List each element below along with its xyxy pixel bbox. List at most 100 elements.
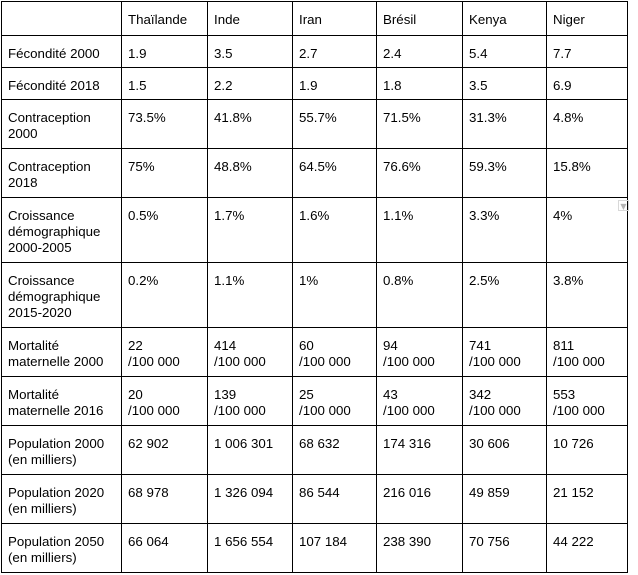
table-cell: 68 632 <box>292 425 377 475</box>
cell-value: 60 /100 000 <box>299 338 351 369</box>
table-cell: 2.7 <box>292 35 377 68</box>
table-cell: 71.5% <box>376 99 463 149</box>
table-cell: 10 726 <box>546 425 628 475</box>
table-cell: 41.8% <box>207 99 293 149</box>
cell-value: 68 632 <box>299 436 340 451</box>
table-row: Contraception 2000 73.5% 41.8% 55.7% 71.5% 31… <box>1 99 628 149</box>
cell-value: 25 /100 000 <box>299 387 351 418</box>
cell-value: 1.1% <box>214 273 245 288</box>
table-cell: 4% <box>546 197 628 263</box>
cell-value: 62 902 <box>128 436 169 451</box>
table-cell: 1.5 <box>121 67 208 100</box>
table-cell: 55.7% <box>292 99 377 149</box>
cell-value: 55.7% <box>299 110 337 125</box>
cell-value: 238 390 <box>383 534 432 549</box>
table-cell: 62 902 <box>121 425 208 475</box>
cell-value: 6.9 <box>553 78 572 93</box>
cell-value: 73.5% <box>128 110 166 125</box>
row-label: Population 2000 (en milliers) <box>8 436 105 467</box>
table-cell: 216 016 <box>376 474 463 524</box>
row-label: Contraception 2000 <box>8 110 91 141</box>
table-cell: 59.3% <box>462 148 547 198</box>
cell-value: 76.6% <box>383 159 421 174</box>
cell-value: 139 /100 000 <box>214 387 266 418</box>
cell-value: 4.8% <box>553 110 584 125</box>
cell-value: 2.5% <box>469 273 500 288</box>
table-cell: 342 /100 000 <box>462 376 547 426</box>
table-cell: 1 656 554 <box>207 523 293 573</box>
table-cell: 1.1% <box>207 262 293 328</box>
row-label: Croissance démographique 2015-2020 <box>8 273 101 320</box>
table-cell: 48.8% <box>207 148 293 198</box>
cell-value: 3.5 <box>469 78 488 93</box>
table-cell: 1.9 <box>121 35 208 68</box>
data-table: Thaïlande Inde Iran Brésil Kenya Niger F… <box>1 1 628 573</box>
row-label-cell: Mortalité maternelle 2000 <box>1 327 122 377</box>
table-row: Mortalité maternelle 2016 20 /100 000 139 … <box>1 376 628 426</box>
table-cell: 7.7 <box>546 35 628 68</box>
table-cell: 43 /100 000 <box>376 376 463 426</box>
table-cell: 238 390 <box>376 523 463 573</box>
cell-value: 10 726 <box>553 436 594 451</box>
cell-value: 44 222 <box>553 534 594 549</box>
cell-value: 2.2 <box>214 78 233 93</box>
table-cell: 75% <box>121 148 208 198</box>
table-cell: 25 /100 000 <box>292 376 377 426</box>
row-label: Mortalité maternelle 2016 <box>8 387 104 418</box>
table-cell: 22 /100 000 <box>121 327 208 377</box>
header-cell <box>1 1 122 36</box>
table-cell: 139 /100 000 <box>207 376 293 426</box>
table-row: Croissance démographique 2015-2020 0.2% 1.… <box>1 262 628 328</box>
cell-value: 414 /100 000 <box>214 338 266 369</box>
row-label-cell: Population 2000 (en milliers) <box>1 425 122 475</box>
row-label-cell: Fécondité 2000 <box>1 35 122 68</box>
table-cell: 64.5% <box>292 148 377 198</box>
table-row: Population 2000 (en milliers) 62 902 1 006… <box>1 425 628 475</box>
table-cell: 4.8% <box>546 99 628 149</box>
chevron-down-icon[interactable]: ▼ <box>618 200 629 211</box>
table-cell: 107 184 <box>292 523 377 573</box>
cell-value: 75% <box>128 159 155 174</box>
cell-value: 3.8% <box>553 273 584 288</box>
cell-value: 71.5% <box>383 110 421 125</box>
table-row: Contraception 2018 75% 48.8% 64.5% 76.6% 59.3… <box>1 148 628 198</box>
cell-value: 0.2% <box>128 273 159 288</box>
cell-value: 1.7% <box>214 208 245 223</box>
cell-value: 21 152 <box>553 485 594 500</box>
table-cell: 66 064 <box>121 523 208 573</box>
cell-value: 553 /100 000 <box>553 387 605 418</box>
table-header-row: Thaïlande Inde Iran Brésil Kenya Niger <box>1 1 628 36</box>
cell-value: 2.7 <box>299 46 318 61</box>
cell-value: 0.5% <box>128 208 159 223</box>
cell-value: 1.8 <box>383 78 402 93</box>
cell-value: 1 656 554 <box>214 534 274 549</box>
cell-value: 1.5 <box>128 78 147 93</box>
table-cell: 30 606 <box>462 425 547 475</box>
cell-value: 59.3% <box>469 159 507 174</box>
row-label: Population 2020 (en milliers) <box>8 485 105 516</box>
row-label-cell: Mortalité maternelle 2016 <box>1 376 122 426</box>
row-label-cell: Contraception 2018 <box>1 148 122 198</box>
table-cell: 0.2% <box>121 262 208 328</box>
row-label: Croissance démographique 2000-2005 <box>8 208 101 255</box>
cell-value: 216 016 <box>383 485 432 500</box>
cell-value: 64.5% <box>299 159 337 174</box>
cell-value: 342 /100 000 <box>469 387 521 418</box>
cell-value: 1% <box>299 273 319 288</box>
cell-value: 1 326 094 <box>214 485 274 500</box>
cell-value: 1.9 <box>128 46 147 61</box>
header-cell: Inde <box>207 1 293 36</box>
table-cell: 1.9 <box>292 67 377 100</box>
table-cell: 73.5% <box>121 99 208 149</box>
table-cell: 2.2 <box>207 67 293 100</box>
table-row: Mortalité maternelle 2000 22 /100 000 414 … <box>1 327 628 377</box>
table-cell: 811 /100 000 <box>546 327 628 377</box>
row-label-cell: Population 2020 (en milliers) <box>1 474 122 524</box>
row-label: Mortalité maternelle 2000 <box>8 338 104 369</box>
table-cell: 741 /100 000 <box>462 327 547 377</box>
table-cell: 553 /100 000 <box>546 376 628 426</box>
cell-value: 48.8% <box>214 159 252 174</box>
cell-value: 3.3% <box>469 208 500 223</box>
table-cell: 0.8% <box>376 262 463 328</box>
table-cell: 5.4 <box>462 35 547 68</box>
